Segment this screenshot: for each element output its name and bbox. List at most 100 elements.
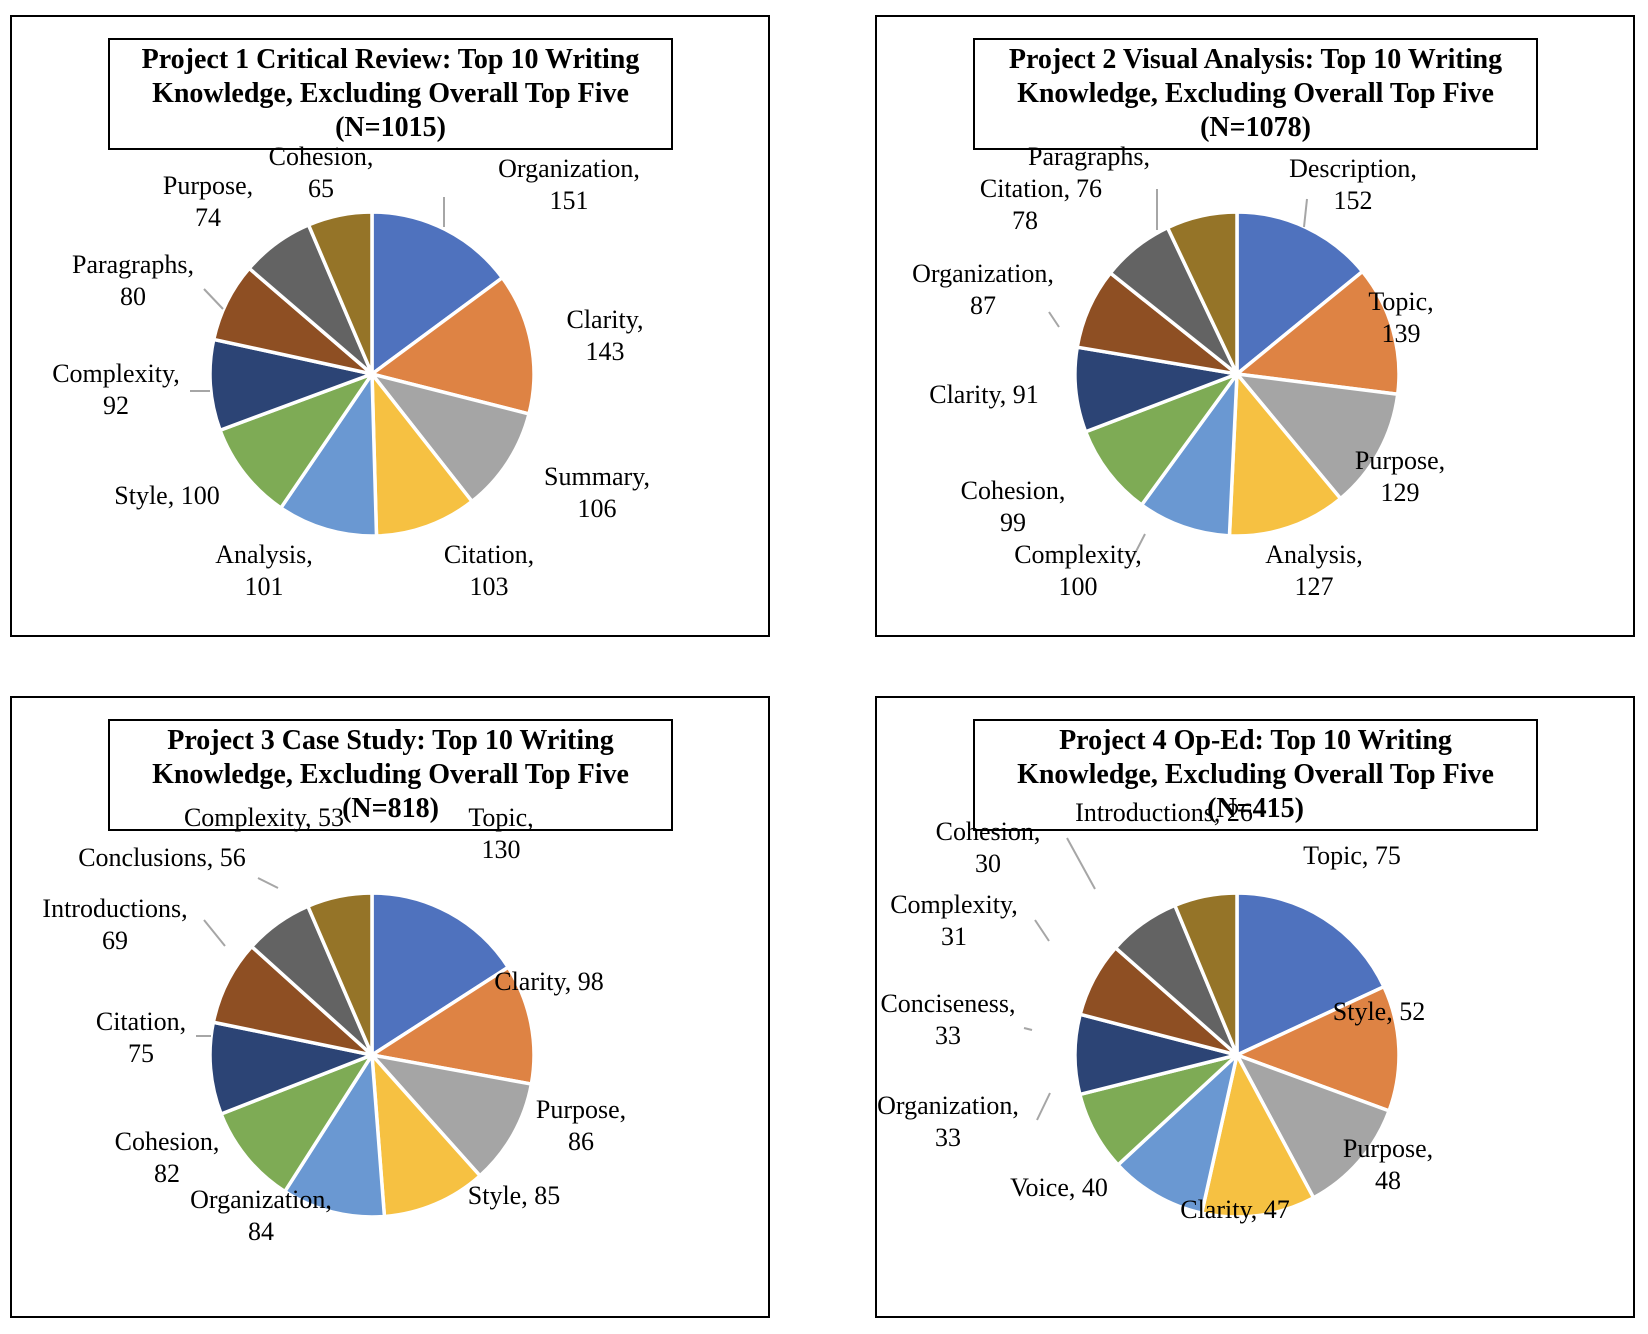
data-label-organization: Organization, 151 [498, 154, 640, 215]
data-label-line: 84 [248, 1217, 274, 1246]
pie-slice-complexity [208, 337, 374, 432]
data-label-line: Complexity, [1014, 540, 1142, 569]
data-label-line: Summary, [544, 462, 650, 491]
data-label-purpose: Purpose, 86 [536, 1095, 626, 1156]
data-label-line: Cohesion, [269, 142, 374, 171]
data-label-line: 127 [1295, 572, 1334, 601]
chart-title-line-2: Knowledge, Excluding Overall Top Five [152, 759, 629, 790]
data-label-line: Style, 100 [114, 481, 219, 510]
data-label-line: 86 [568, 1127, 594, 1156]
data-label-analysis: Analysis, 127 [1265, 540, 1363, 601]
data-label-line: Organization, [498, 154, 640, 183]
data-label-cohesion: Cohesion, 65 [269, 142, 374, 203]
chart-title-line-1: Project 4 Op-Ed: Top 10 Writing [1059, 725, 1452, 756]
chart-title-line-3: (N=415) [1207, 793, 1304, 824]
data-label-line: Clarity, 47 [1180, 1195, 1290, 1224]
data-label-line: 74 [195, 203, 221, 232]
data-label-line: 48 [1375, 1166, 1401, 1195]
pie-slice-organization [283, 1053, 387, 1219]
chart-panel-project-2: Project 2 Visual Analysis: Top 10 Writin… [875, 15, 1635, 637]
pie-slice-cohesion [306, 210, 374, 376]
leader-line-conclusions [257, 877, 279, 889]
data-label-complexity: Complexity, 92 [52, 359, 180, 420]
pie-slice-complexity [306, 891, 374, 1057]
pie-slice-complexity [1139, 372, 1239, 538]
chart-title: Project 2 Visual Analysis: Top 10 Writin… [973, 38, 1538, 150]
pie-slice-style [370, 1053, 482, 1219]
chart-title: Project 1 Critical Review: Top 10 Writin… [108, 38, 673, 150]
pie-slices [208, 891, 536, 1219]
pie-slice-clarity [370, 276, 536, 416]
pie-slice-analysis [1227, 372, 1343, 538]
data-label-line: Conciseness, [880, 989, 1015, 1018]
pie-slices [208, 210, 536, 538]
leader-line-organization [1036, 1092, 1051, 1121]
data-label-clarity: Clarity, 143 [566, 305, 643, 366]
pie-slice-style [1235, 984, 1401, 1113]
data-label-line: Cohesion, [961, 476, 1066, 505]
data-label-organization: Organization, 33 [877, 1091, 1019, 1152]
data-label-line: 139 [1382, 319, 1421, 348]
data-label-line: 75 [128, 1039, 154, 1068]
pie-slice-organization [370, 210, 505, 376]
data-label-line: Topic, [1368, 287, 1433, 316]
data-label-conciseness: Conciseness, 33 [880, 989, 1015, 1050]
data-label-cohesion: Cohesion, 30 [936, 817, 1041, 878]
data-label-line: 78 [1012, 206, 1038, 235]
data-label-line: Clarity, 91 [929, 380, 1039, 409]
pie-slice-topic [1235, 891, 1386, 1057]
pie-slice-cohesion [219, 1053, 374, 1194]
chart-title-line-2: Knowledge, Excluding Overall Top Five [1017, 78, 1494, 109]
data-label-line: 30 [975, 849, 1001, 878]
pie-slice-description [1235, 210, 1365, 376]
data-label-organization: Organization, 84 [190, 1185, 332, 1246]
data-label-line: Style, 52 [1333, 997, 1425, 1026]
pie-slices [1073, 891, 1401, 1219]
data-label-clarity: Clarity, 91 [929, 380, 1039, 409]
pie-slice-style [218, 372, 374, 510]
data-label-introductions: Introductions, 26 [1075, 798, 1253, 827]
data-label-line: 106 [578, 494, 617, 523]
data-label-line: Organization, [912, 259, 1054, 288]
data-label-topic: Topic, 139 [1368, 287, 1433, 348]
data-label-line: Description, [1289, 154, 1417, 183]
data-label-conclusions: Conclusions, 56 [78, 843, 246, 872]
data-label-line: Analysis, [1265, 540, 1363, 569]
data-label-line: 31 [941, 922, 967, 951]
chart-title-line-1: Project 3 Case Study: Top 10 Writing [167, 725, 614, 756]
data-label-clarity: Clarity, 47 [1180, 1195, 1290, 1224]
data-label-line: Clarity, [566, 305, 643, 334]
pie-chart-project-2: Description, 152 Topic, 139 Purpose, 129 Analy… [912, 142, 1445, 601]
data-label-purpose: Purpose, 129 [1355, 446, 1445, 507]
data-label-line: Cohesion, [936, 817, 1041, 846]
pie-slice-topic [1235, 269, 1401, 396]
chart-title-line-3: (N=1015) [335, 112, 446, 143]
data-label-citation: Citation, 75 [96, 1007, 186, 1068]
data-label-line: Introductions, [42, 894, 187, 923]
data-label-paragraphs: Paragraphs, 80 [72, 250, 194, 311]
data-label-line: Complexity, 53 [184, 803, 344, 832]
data-label-line: Citation, [980, 174, 1070, 203]
pie-slice-topic [370, 891, 510, 1057]
data-label-line: 87 [970, 291, 996, 320]
leader-line-cohesion [1066, 837, 1096, 890]
data-label-line: 129 [1381, 478, 1420, 507]
leader-line-description [1303, 198, 1308, 228]
data-label-line: Citation, [96, 1007, 186, 1036]
data-label-line: Topic, 75 [1303, 841, 1401, 870]
data-label-line: Purpose, [1343, 1134, 1433, 1163]
data-label-purpose: Purpose, 48 [1343, 1134, 1433, 1195]
pie-slice-purpose [370, 1053, 534, 1178]
data-label-line: Conclusions, 56 [78, 843, 246, 872]
data-label-line: 76 [1076, 174, 1102, 203]
pie-slice-citation [208, 1020, 374, 1116]
data-label-complexity: Complexity, 100 [1014, 540, 1142, 601]
data-label-line: 92 [103, 391, 129, 420]
data-label-line: 151 [550, 186, 589, 215]
pie-slice-citation [370, 372, 474, 538]
data-label-line: Organization, [877, 1091, 1019, 1120]
pie-slices [1073, 210, 1401, 538]
data-label-purpose: Purpose, 74 [163, 171, 253, 232]
pie-slice-voice [1116, 1053, 1239, 1215]
chart-panel-project-1: Project 1 Critical Review: Top 10 Writin… [10, 15, 770, 637]
